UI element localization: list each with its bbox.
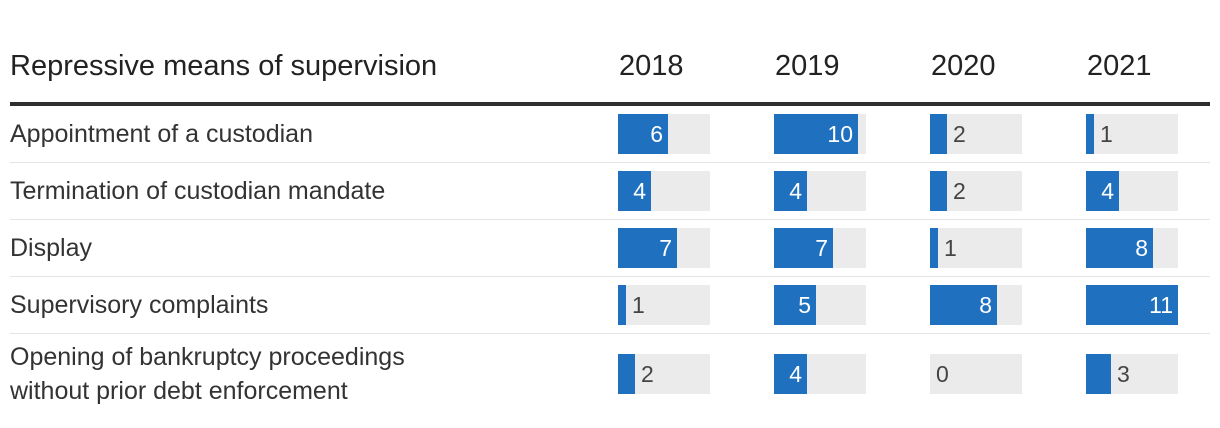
bar-cell-2019: 5: [774, 285, 866, 325]
table-row: Supervisory complaints 1 5 8 11: [10, 277, 1210, 334]
bar-value-label: 7: [659, 235, 672, 261]
bar-cell-2021: 8: [1086, 228, 1178, 268]
bar-value-label: 1: [632, 292, 645, 318]
bar-value-label: 2: [953, 121, 966, 147]
bar-value-label: 0: [936, 361, 949, 387]
bar-value-label: 4: [1101, 178, 1114, 204]
supervision-table: Repressive means of supervision 2018 201…: [10, 40, 1210, 414]
bar: [618, 114, 668, 154]
bar-cell-2019: 4: [774, 171, 866, 211]
bar-value-label: 5: [798, 292, 811, 318]
bar-value-label: 2: [641, 361, 654, 387]
bar-value-label: 4: [633, 178, 646, 204]
bar: [1086, 114, 1094, 154]
bar: [1086, 285, 1178, 325]
bar: [618, 354, 635, 394]
bar: [774, 171, 807, 211]
bar-cell-2018: 7: [618, 228, 710, 268]
bar: [1086, 354, 1111, 394]
bar-cell-2021: 11: [1086, 285, 1178, 325]
row-label: Display: [10, 234, 92, 262]
bar: [1086, 228, 1153, 268]
bar: [930, 171, 947, 211]
bar-value-label: 4: [789, 178, 802, 204]
table-header: Repressive means of supervision 2018 201…: [10, 40, 1210, 106]
bar-value-label: 6: [650, 121, 663, 147]
bar-value-label: 4: [789, 361, 802, 387]
table-row: Appointment of a custodian 6 10 2 1: [10, 106, 1210, 163]
table-row: Termination of custodian mandate 4 4 2 4: [10, 163, 1210, 220]
bar-cell-2020: 2: [930, 114, 1022, 154]
row-label: Appointment of a custodian: [10, 120, 313, 148]
bar-value-label: 3: [1117, 361, 1130, 387]
bar: [774, 114, 858, 154]
bar-cell-2020: 1: [930, 228, 1022, 268]
bar-cell-2019: 7: [774, 228, 866, 268]
bar: [1086, 171, 1119, 211]
table-row: Display 7 7 1 8: [10, 220, 1210, 277]
bar: [774, 354, 807, 394]
table-row: Opening of bankruptcy proceedings without…: [10, 334, 1210, 414]
bar-value-label: 8: [979, 292, 992, 318]
bar-cell-2019: 4: [774, 354, 866, 394]
bar-value-label: 1: [1100, 121, 1113, 147]
bar-cell-2018: 6: [618, 114, 710, 154]
column-header-2019: 2019: [775, 50, 840, 82]
header-title: Repressive means of supervision: [10, 50, 438, 82]
bar: [618, 228, 677, 268]
bar-value-label: 7: [815, 235, 828, 261]
bar: [930, 285, 997, 325]
bar-cell-2019: 10: [774, 114, 866, 154]
bar-value-label: 8: [1135, 235, 1148, 261]
bar-cell-2020: 8: [930, 285, 1022, 325]
row-label: Opening of bankruptcy proceedings without…: [10, 343, 405, 405]
bar: [930, 114, 947, 154]
table-body: Appointment of a custodian 6 10 2 1 Terminati…: [10, 106, 1210, 414]
bar-value-label: 1: [944, 235, 957, 261]
bar: [774, 228, 833, 268]
bar: [618, 171, 651, 211]
bar-cell-2021: 4: [1086, 171, 1178, 211]
bar-cell-2018: 1: [618, 285, 710, 325]
bar-cell-2021: 3: [1086, 354, 1178, 394]
bar-value-label: 10: [827, 121, 853, 147]
bar-value-label: 2: [953, 178, 966, 204]
bar: [774, 285, 816, 325]
column-header-2018: 2018: [619, 50, 684, 82]
bar: [930, 228, 938, 268]
bar-cell-2021: 1: [1086, 114, 1178, 154]
bar-cell-2020: 2: [930, 171, 1022, 211]
bar-cell-2020: 0: [930, 354, 1022, 394]
column-header-2020: 2020: [931, 50, 996, 82]
bar-value-label: 11: [1149, 292, 1173, 318]
bar: [618, 285, 626, 325]
row-label: Supervisory complaints: [10, 291, 269, 319]
bar-cell-2018: 4: [618, 171, 710, 211]
column-header-2021: 2021: [1087, 50, 1152, 82]
row-label: Termination of custodian mandate: [10, 177, 386, 205]
bar-cell-2018: 2: [618, 354, 710, 394]
